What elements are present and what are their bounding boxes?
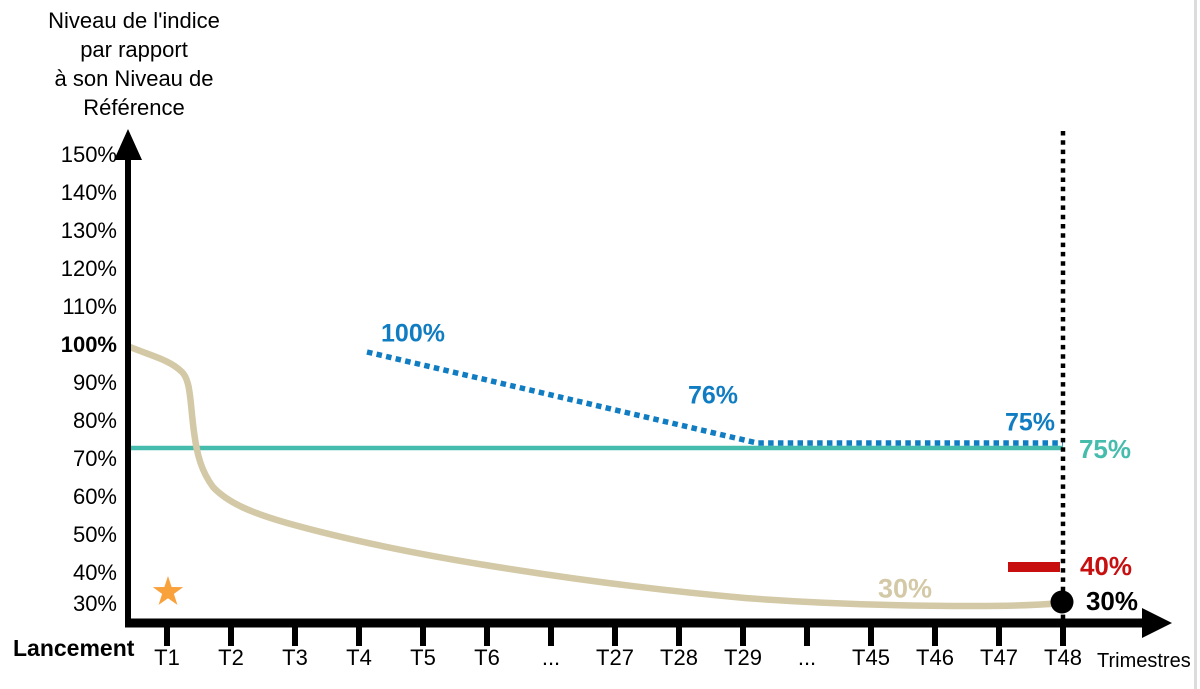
x-tick-label-t47: T47 bbox=[980, 645, 1018, 670]
x-axis-arrow bbox=[1142, 608, 1172, 638]
y-axis-label-60: 60% bbox=[72, 484, 117, 509]
y-axis-label-150: 150% bbox=[60, 142, 117, 167]
x-tick-label-ellipsis-1: ... bbox=[541, 645, 561, 670]
y-axis-label-120: 120% bbox=[60, 256, 117, 281]
annotation-black-30: 30% bbox=[1085, 586, 1139, 616]
y-axis-arrow bbox=[114, 129, 142, 160]
y-axis-label-50: 50% bbox=[72, 522, 117, 547]
x-tick-label-t6: T6 bbox=[474, 645, 500, 670]
y-axis-label-70: 70% bbox=[72, 446, 117, 471]
chart-title-line: par rapport bbox=[80, 37, 188, 62]
x-tick-label-t4: T4 bbox=[346, 645, 372, 670]
annotation-teal-75: 75% bbox=[1078, 434, 1132, 464]
annotation-beige-30: 30% bbox=[877, 573, 933, 604]
x-axis-title: Trimestres bbox=[1097, 650, 1191, 672]
annotation-blue-76: 76% bbox=[687, 381, 739, 410]
annotation-blue-75: 75% bbox=[1004, 408, 1056, 437]
x-tick-label-t29: T29 bbox=[724, 645, 762, 670]
annotation-red-40: 40% bbox=[1079, 551, 1133, 581]
chart-title-line: Niveau de l'indice bbox=[48, 8, 220, 33]
annotation-blue-100: 100% bbox=[381, 319, 445, 348]
y-axis-label-40: 40% bbox=[72, 560, 117, 585]
y-axis-label-140: 140% bbox=[60, 180, 117, 205]
x-tick-label-t3: T3 bbox=[282, 645, 308, 670]
y-axis-label-80: 80% bbox=[72, 408, 117, 433]
chart-title: Niveau de l'indice par rapport à son Niv… bbox=[8, 6, 260, 122]
y-axis-label-30: 30% bbox=[72, 591, 117, 616]
x-tick-label-t2: T2 bbox=[218, 645, 244, 670]
x-tick-label-t46: T46 bbox=[916, 645, 954, 670]
y-axis-label-130: 130% bbox=[60, 218, 117, 243]
y-axis-label-100: 100% bbox=[60, 332, 117, 357]
y-axis-label-110: 110% bbox=[62, 294, 117, 319]
y-axis-label-90: 90% bbox=[72, 370, 117, 395]
chart-title-line: à son Niveau de bbox=[54, 66, 214, 91]
x-axis-origin-label: Lancement bbox=[13, 635, 135, 661]
x-tick-label-t1: T1 bbox=[154, 645, 180, 670]
x-tick-label-t48: T48 bbox=[1044, 645, 1082, 670]
x-tick-label-t28: T28 bbox=[660, 645, 698, 670]
chart-title-line: Référence bbox=[83, 95, 185, 120]
x-tick-label-t27: T27 bbox=[596, 645, 634, 670]
x-tick-label-t45: T45 bbox=[852, 645, 890, 670]
orange-star-icon bbox=[152, 576, 184, 605]
window-edge bbox=[1194, 0, 1197, 689]
beige-index-curve bbox=[126, 343, 1066, 610]
final-point-dot bbox=[1050, 590, 1074, 614]
x-tick-label-t5: T5 bbox=[410, 645, 436, 670]
x-tick-label-ellipsis-2: ... bbox=[797, 645, 817, 670]
